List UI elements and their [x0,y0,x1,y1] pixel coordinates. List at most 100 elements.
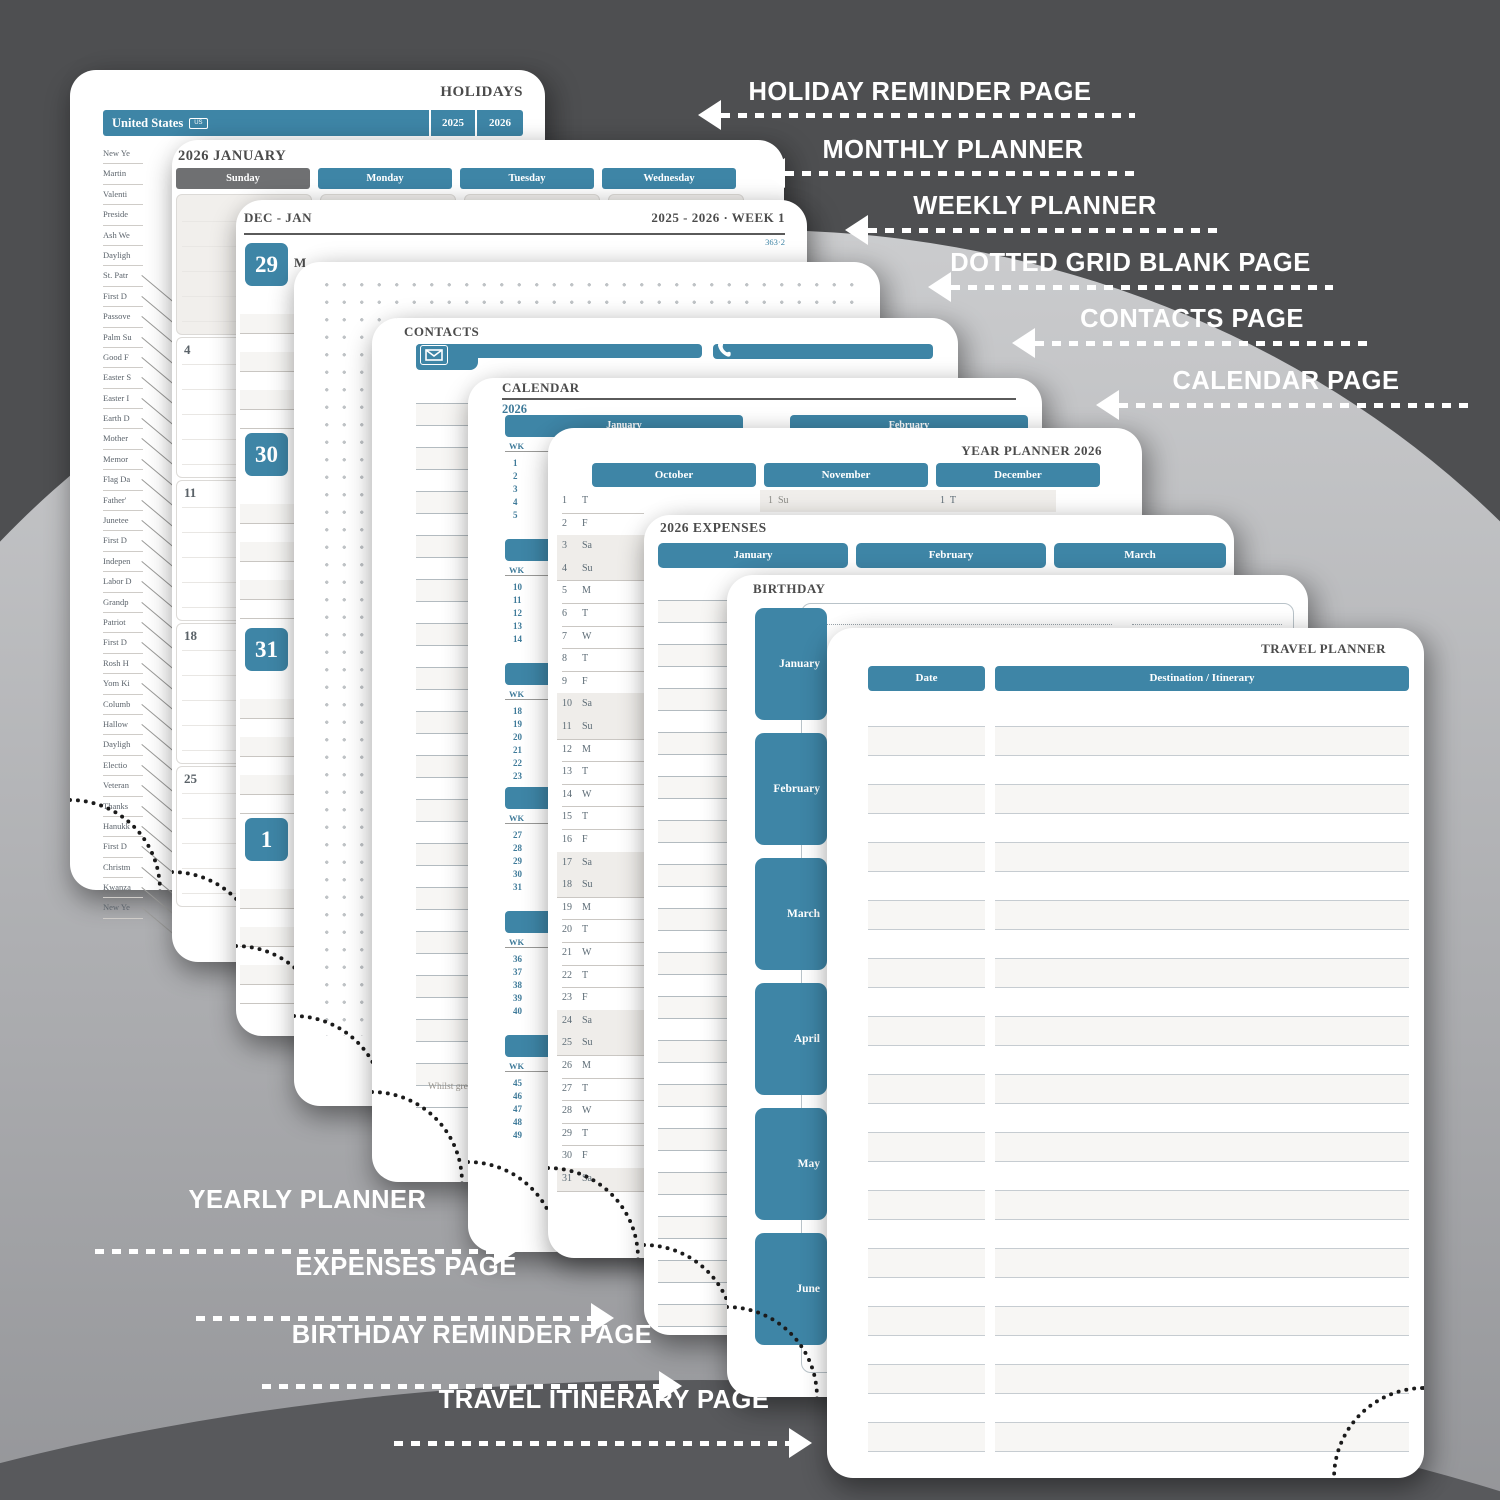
wk-number: 27 [513,830,522,840]
october-day-row: 20 T [562,919,644,943]
travel-date-cell [868,1394,985,1423]
expense-month-bar-february: February [856,543,1046,568]
annotation-arrow [394,1428,812,1458]
travel-destination-cell [995,698,1409,727]
sunday-date: 11 [184,485,197,500]
country-name: United States [112,115,184,130]
holiday-row: Easter I [103,389,198,445]
wk-number: 31 [513,882,522,892]
wk-numbers: 1 2 3 4 5 [505,457,743,522]
october-day-row: 3 Sa [557,535,649,559]
travel-row [827,1075,1424,1104]
holiday-row: Yom Ki [103,674,198,731]
annotation-arrow [1012,328,1370,358]
annotation-arrow [762,158,1142,188]
october-day-row: 23 F [562,987,644,1011]
wk-number: 46 [513,1091,522,1101]
day-header-tuesday: Tuesday [460,168,594,189]
travel-destination-cell [995,1336,1409,1365]
holiday-row: Passove [103,307,198,364]
holiday-row: Christm [103,858,198,914]
travel-date-cell [868,959,985,988]
year-month-bar-december: December [936,463,1100,487]
october-day-row: 13 T [562,761,644,785]
wk-number: 10 [513,582,522,592]
wk-number: 29 [513,856,522,866]
wk-number: 49 [513,1130,522,1140]
travel-destination-cell [995,756,1409,785]
birthday-title: BIRTHDAY [753,581,826,596]
annotation-label: WEEKLY PLANNER [913,192,1157,220]
weekly-day-number: 29 [245,243,288,286]
october-day-row: 29 T [562,1123,644,1147]
weekly-title-left: DEC - JAN [244,210,313,225]
year-month-label: December [994,469,1042,481]
wk-number: 20 [513,732,522,742]
travel-title: TRAVEL PLANNER [1261,641,1386,656]
holiday-row: Patriot [103,613,198,670]
wk-numbers: 45 46 47 48 49 [505,1077,743,1142]
wk-number: 28 [513,843,522,853]
arrow-dashed-line [721,113,1135,118]
birthday-dotted-line [822,624,1112,626]
wk-number: 18 [513,706,522,716]
arrow-dashed-line [785,171,1142,176]
holiday-list: New Ye Martin Valenti Preside Ash We Dayligh S… [103,144,198,955]
travel-date-cell [868,1336,985,1365]
birthday-month-april: April [755,983,827,1095]
holiday-row: First D [103,837,198,894]
travel-destination-cell [995,1133,1409,1162]
arrowhead-icon [928,272,951,302]
wk-label: WK [505,565,549,576]
wk-number: 38 [513,980,522,990]
travel-date-cell [868,785,985,814]
wk-number: 47 [513,1104,522,1114]
wk-label: WK [505,441,549,452]
arrow-dashed-line [868,228,1225,233]
arrow-dashed-line [196,1316,591,1321]
wk-numbers: 18 19 20 21 22 23 [505,705,743,783]
travel-destination-cell [995,1104,1409,1133]
wk-label: WK [505,689,549,700]
phone-bar [713,343,933,359]
arrowhead-icon [659,1371,682,1401]
october-day-row: 26 M [562,1055,644,1079]
holiday-row: Easter S [103,368,198,425]
holiday-row: Good F [103,348,198,404]
day-header-sunday: Sunday [176,168,310,189]
wk-number: 2 [513,471,518,481]
travel-destination-cell [995,1017,1409,1046]
travel-date-cell [868,1104,985,1133]
wk-number: 12 [513,608,522,618]
travel-row [827,872,1424,901]
expenses-title: 2026 EXPENSES [660,520,767,535]
country-bar: United States US 2025 2026 [103,110,523,136]
holiday-row: Flag Da [103,470,198,527]
wk-number: 21 [513,745,522,755]
october-day-row: 22 T [562,965,644,989]
travel-row [827,959,1424,988]
holiday-row: Martin [103,164,143,185]
arrow-dashed-line [1035,341,1370,346]
october-day-row: 19 M [562,897,644,921]
annotation-label: CALENDAR PAGE [1172,367,1400,395]
travel-row [827,727,1424,756]
travel-row [827,756,1424,785]
travel-date-cell [868,930,985,959]
page-travel-planner: TRAVEL PLANNER Date Destination / Itiner… [827,628,1424,1478]
october-day-row: 10 Sa [557,693,649,717]
october-day-row: 30 F [562,1145,644,1169]
travel-date-cell [868,843,985,872]
wk-number: 39 [513,993,522,1003]
wk-numbers: 36 37 38 39 40 [505,953,743,1018]
travel-date-header: Date [868,666,985,691]
holiday-row: Dayligh [103,246,143,267]
holiday-row: Preside [103,205,143,226]
travel-date-cell [868,756,985,785]
holiday-row: New Ye [103,898,198,955]
birthday-month-february: February [755,733,827,845]
